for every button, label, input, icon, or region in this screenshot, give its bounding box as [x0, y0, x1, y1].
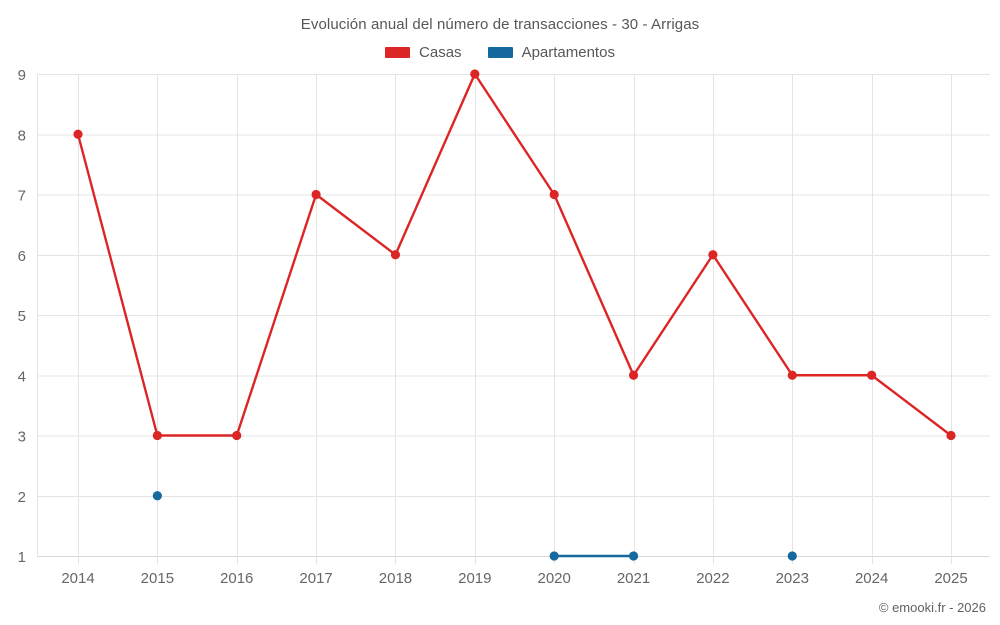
data-point: [390, 250, 401, 260]
data-point: [946, 430, 956, 441]
x-axis-tick-label: 2022: [696, 570, 729, 587]
x-axis-tick-label: 2017: [299, 570, 332, 587]
x-axis-tick-label: 2023: [776, 570, 809, 587]
y-axis-tick-label: 5: [18, 308, 26, 325]
data-point: [867, 370, 877, 380]
legend-label-casas: Casas: [419, 44, 462, 61]
data-point: [628, 370, 639, 380]
legend-item-apartamentos[interactable]: Apartamentos: [487, 44, 615, 61]
x-axis-tick-label: 2019: [458, 570, 491, 587]
x-axis-tick-labels: 2014 2015 2016 2017 2018 2019 2020 2021 2022 2023…: [61, 570, 967, 587]
chart-legend: Casas Apartamentos: [0, 44, 1000, 61]
series-apartamentos: [152, 491, 797, 561]
x-axis-tick-label: 2015: [141, 570, 174, 587]
y-axis-tick-label: 7: [18, 188, 26, 205]
data-point: [152, 491, 162, 501]
data-point: [787, 551, 797, 561]
x-axis-tick-label: 2024: [855, 570, 888, 587]
data-point: [232, 430, 242, 441]
y-axis-tick-label: 3: [18, 429, 26, 446]
data-point: [787, 370, 797, 380]
data-point: [549, 551, 559, 561]
data-point: [470, 69, 480, 79]
legend-swatch-casas: [385, 47, 411, 58]
y-axis-tick-labels: 1 2 3 4 5 6 7 8 9: [18, 67, 26, 566]
legend-label-apartamentos: Apartamentos: [521, 44, 615, 61]
copyright-footer: © emooki.fr - 2026: [878, 600, 986, 615]
y-axis-tick-label: 8: [18, 127, 26, 144]
chart-title: Evolución anual del número de transaccio…: [300, 16, 700, 33]
y-axis-tick-label: 9: [18, 67, 26, 84]
x-axis-tick-label: 2018: [379, 570, 412, 587]
y-axis-tick-label: 1: [18, 549, 26, 566]
data-point: [628, 551, 639, 561]
y-axis-tick-label: 2: [18, 489, 26, 506]
y-axis-tick-label: 4: [18, 368, 26, 385]
x-axis-tick-label: 2021: [617, 570, 650, 587]
x-axis-tick-label: 2020: [537, 570, 570, 587]
x-axis-tick-label: 2016: [220, 570, 253, 587]
data-point: [73, 129, 83, 139]
series-casas: [73, 69, 956, 441]
y-axis-tick-label: 6: [18, 248, 26, 265]
gridlines: [37, 74, 990, 564]
data-series-layer: [73, 69, 956, 561]
data-point: [152, 430, 162, 441]
data-point: [311, 189, 321, 200]
data-point: [708, 250, 718, 260]
data-point: [549, 189, 559, 200]
legend-item-casas[interactable]: Casas: [385, 44, 462, 61]
series-line-casas: [76, 72, 953, 437]
legend-swatch-apartamentos: [487, 47, 513, 58]
x-axis-tick-label: 2025: [934, 570, 967, 587]
x-axis-tick-label: 2014: [61, 570, 94, 587]
